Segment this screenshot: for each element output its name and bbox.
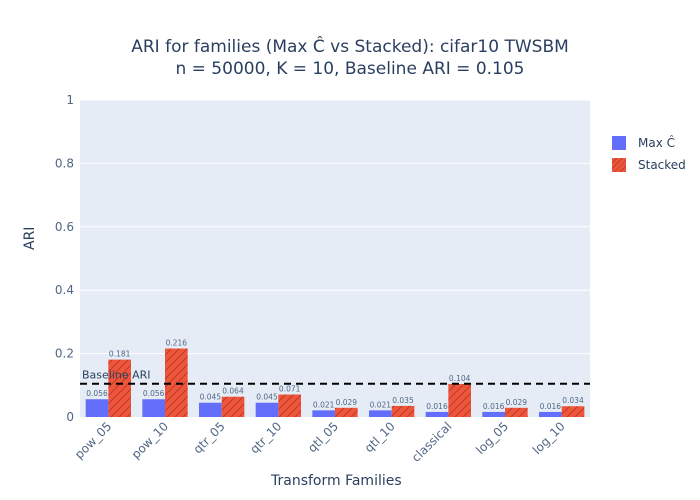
- bar-stacked-qtl_05[interactable]: [335, 407, 358, 417]
- legend-item-stacked[interactable]: Stacked: [612, 154, 686, 176]
- data-label: 0.056: [86, 389, 108, 398]
- legend-swatch: [612, 136, 626, 150]
- bar-stacked-classical[interactable]: [448, 384, 471, 417]
- legend[interactable]: Max Ĉ Stacked: [612, 132, 686, 176]
- data-label: 0.029: [336, 398, 358, 407]
- chart-subtitle: n = 50000, K = 10, Baseline ARI = 0.105: [175, 59, 525, 79]
- y-tick-label: 0: [66, 410, 74, 424]
- bar-max-c-pow_05[interactable]: [85, 399, 109, 417]
- bar-max-c-qtr_10[interactable]: [255, 402, 279, 417]
- data-label: 0.016: [540, 402, 562, 411]
- bar-stacked-pow_05[interactable]: [108, 359, 131, 417]
- bar-stacked-log_05[interactable]: [505, 407, 528, 417]
- x-tick-label: qtl_10: [362, 419, 398, 455]
- plot-area: [80, 100, 590, 417]
- x-tick-label: qtr_05: [191, 419, 228, 456]
- bar-max-c-log_05[interactable]: [482, 411, 505, 417]
- x-tick-label: qtl_05: [305, 419, 341, 455]
- data-label: 0.045: [256, 393, 278, 402]
- data-label: 0.064: [222, 387, 244, 396]
- data-label: 0.016: [483, 402, 505, 411]
- y-tick-label: 0.2: [55, 347, 74, 361]
- chart-title: ARI for families (Max Ĉ vs Stacked): cif…: [131, 37, 569, 57]
- y-axis-title: ARI: [22, 226, 38, 250]
- legend-label: Stacked: [638, 158, 686, 172]
- bar-max-c-log_10[interactable]: [539, 411, 562, 417]
- baseline: Baseline ARI: [80, 369, 590, 385]
- bar-max-c-qtl_10[interactable]: [369, 410, 392, 417]
- bar-max-c-pow_10[interactable]: [142, 399, 165, 417]
- bar-stacked-qtr_10[interactable]: [278, 394, 301, 417]
- legend-label: Max Ĉ: [638, 136, 676, 150]
- data-label: 0.104: [449, 374, 471, 383]
- data-label: 0.021: [370, 400, 392, 409]
- data-label: 0.056: [143, 389, 165, 398]
- y-tick-label: 0.4: [55, 283, 74, 297]
- data-label: 0.016: [426, 402, 448, 411]
- data-label: 0.034: [562, 396, 584, 405]
- bar-max-c-qtl_05[interactable]: [312, 410, 335, 417]
- data-label: 0.181: [109, 350, 131, 359]
- x-tick-label: pow_10: [129, 419, 171, 461]
- baseline-label: Baseline ARI: [82, 369, 151, 382]
- bar-stacked-qtl_10[interactable]: [391, 405, 415, 417]
- x-tick-label: qtr_10: [247, 419, 284, 456]
- legend-swatch: [612, 158, 626, 172]
- bar-stacked-qtr_05[interactable]: [221, 396, 245, 417]
- y-tick-label: 1: [66, 93, 74, 107]
- y-tick-label: 0.6: [55, 220, 74, 234]
- x-tick-label: pow_05: [72, 419, 114, 461]
- bar-max-c-classical[interactable]: [425, 411, 449, 417]
- data-label: 0.071: [279, 384, 301, 393]
- data-label: 0.029: [506, 398, 528, 407]
- x-tick-label: log_05: [473, 419, 511, 457]
- data-label: 0.035: [392, 396, 414, 405]
- x-axis-title: Transform Families: [271, 473, 402, 489]
- y-tick-label: 0.8: [55, 156, 74, 170]
- gridlines: [80, 99, 590, 355]
- data-label: 0.021: [313, 400, 335, 409]
- bar-stacked-log_10[interactable]: [561, 406, 585, 417]
- x-tick-label: classical: [409, 419, 455, 465]
- x-tick-label: log_10: [530, 419, 568, 457]
- legend-item-max-c[interactable]: Max Ĉ: [612, 132, 686, 154]
- data-label: 0.216: [166, 339, 188, 348]
- data-label: 0.045: [200, 393, 222, 402]
- bar-max-c-qtr_05[interactable]: [199, 402, 222, 417]
